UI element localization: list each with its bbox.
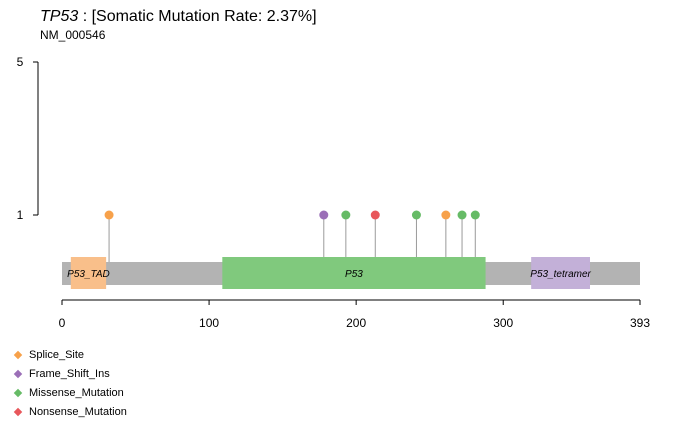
domain-label: P53_TAD xyxy=(67,269,110,280)
x-tick-label: 100 xyxy=(199,316,219,330)
x-tick-label: 393 xyxy=(630,316,650,330)
transcript-id: NM_000546 xyxy=(40,28,106,42)
legend-item: Nonsense_Mutation xyxy=(10,402,127,421)
title-rate: : [Somatic Mutation Rate: 2.37%] xyxy=(78,8,317,25)
title-gene: TP53 xyxy=(40,8,79,25)
domain-label: P53_tetramer xyxy=(530,269,591,280)
legend-label: Missense_Mutation xyxy=(29,386,124,399)
x-tick-label: 200 xyxy=(346,316,366,330)
legend-label: Splice_Site xyxy=(29,348,85,361)
legend-label: Frame_Shift_Ins xyxy=(29,367,110,380)
chart-title: TP53 : [Somatic Mutation Rate: 2.37%] xyxy=(40,8,317,26)
legend-swatch xyxy=(13,407,23,416)
mutation-point xyxy=(457,210,467,220)
mutation-point xyxy=(441,210,451,220)
mutation-point xyxy=(341,210,351,220)
mutation-point xyxy=(370,210,380,220)
mutation-point xyxy=(104,210,114,220)
domain-p53_tetramer xyxy=(531,257,590,289)
domain-p53 xyxy=(222,257,486,289)
legend-item: Frame_Shift_Ins xyxy=(10,364,127,383)
legend-label: Nonsense_Mutation xyxy=(29,405,127,418)
mutation-legend: Splice_Site Frame_Shift_Ins Missense_Mutat… xyxy=(10,345,127,421)
mutation-point xyxy=(319,210,329,220)
domain-p53_tad xyxy=(70,257,107,289)
mutation-point xyxy=(470,210,480,220)
legend-swatch xyxy=(13,350,23,359)
legend-swatch xyxy=(13,388,23,397)
legend-item: Missense_Mutation xyxy=(10,383,127,402)
mutation-point xyxy=(411,210,421,220)
x-tick-label: 0 xyxy=(59,316,66,330)
legend-item: Splice_Site xyxy=(10,345,127,364)
legend-swatch xyxy=(13,369,23,378)
y-tick-label: 1 xyxy=(17,208,24,222)
x-tick-label: 300 xyxy=(493,316,513,330)
domain-label: P53 xyxy=(345,269,363,280)
y-tick-label: 5 xyxy=(17,55,24,69)
